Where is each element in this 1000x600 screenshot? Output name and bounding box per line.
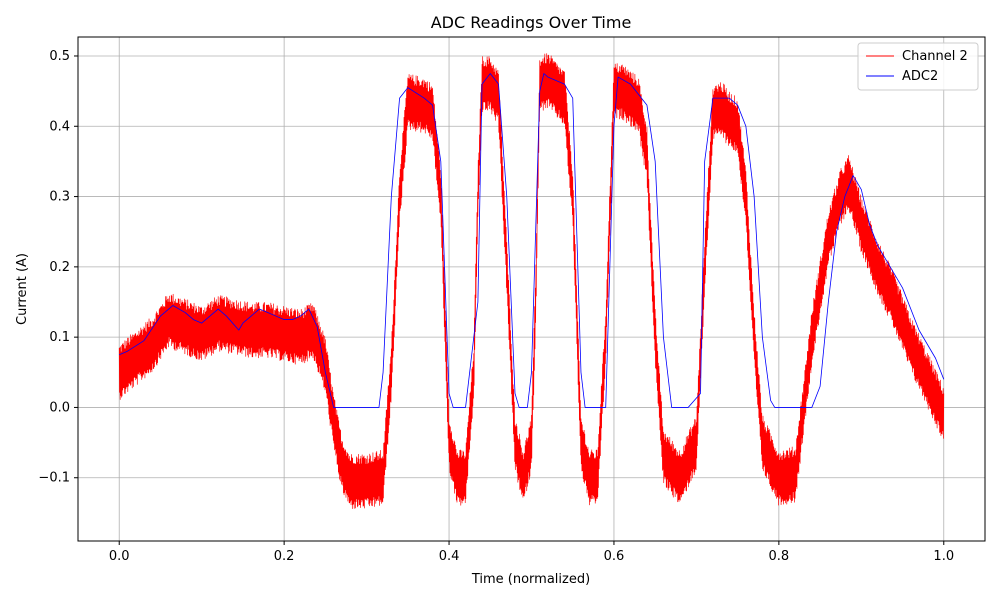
x-axis-ticks: 0.0 0.2 0.4 0.6 0.8 1.0 [109, 541, 954, 564]
plot-area [118, 53, 945, 510]
y-tick-label: 0.5 [49, 49, 70, 64]
series-line-adc2 [119, 73, 945, 408]
y-tick-label: −0.1 [38, 471, 70, 486]
x-tick-label: 0.2 [274, 549, 295, 564]
y-axis-label: Current (A) [15, 253, 30, 325]
y-tick-label: 0.3 [49, 190, 70, 205]
legend-box [857, 42, 979, 91]
legend: Channel 2 ADC2 [857, 42, 979, 91]
series-layer [118, 53, 945, 510]
x-tick-label: 0.8 [769, 549, 790, 564]
plot-frame [77, 36, 986, 542]
legend-label-adc2: ADC2 [902, 69, 938, 84]
grid [78, 37, 985, 541]
x-tick-label: 0.0 [109, 549, 130, 564]
y-tick-label: 0.4 [49, 119, 70, 134]
y-tick-label: 0.2 [49, 260, 70, 275]
x-axis-label: Time (normalized) [471, 572, 590, 587]
y-tick-label: 0.0 [49, 400, 70, 415]
x-tick-label: 0.4 [439, 549, 460, 564]
x-tick-label: 0.6 [604, 549, 625, 564]
chart-title: ADC Readings Over Time [431, 13, 632, 32]
series-line-channel-2 [118, 53, 945, 510]
y-axis-ticks: −0.1 0.0 0.1 0.2 0.3 0.4 0.5 [38, 49, 78, 486]
y-tick-label: 0.1 [49, 330, 70, 345]
legend-label-channel-2: Channel 2 [902, 49, 968, 64]
x-tick-label: 1.0 [933, 549, 954, 564]
